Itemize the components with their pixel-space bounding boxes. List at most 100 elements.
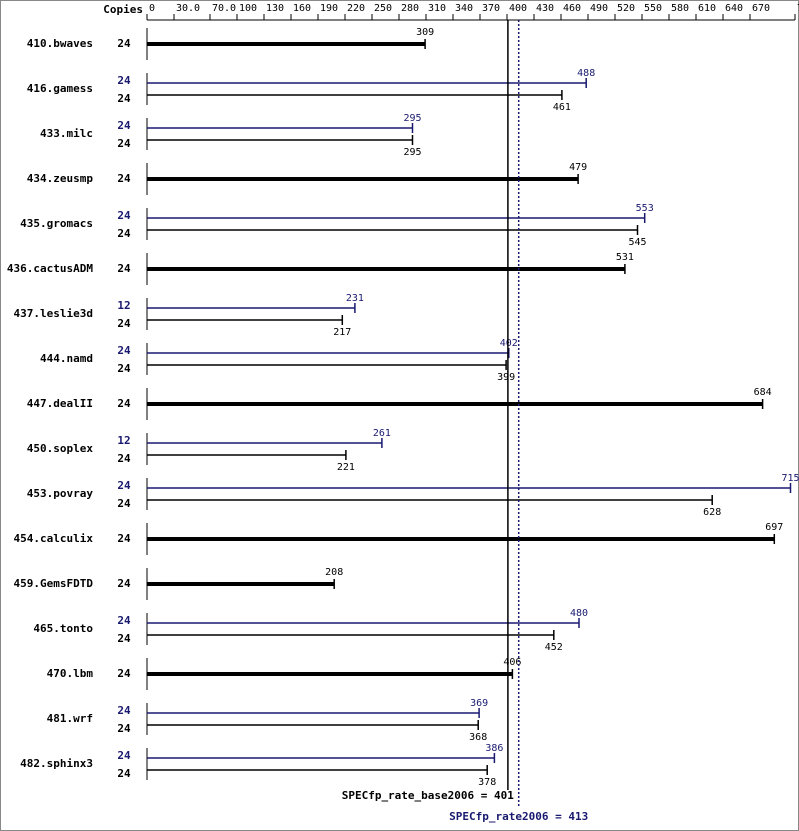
base-copies: 24 [117,497,131,510]
base-value-label: 531 [616,252,634,263]
base-copies: 24 [117,452,131,465]
benchmark-label: 436.cactusADM [7,262,93,275]
benchmark-label: 447.dealII [27,397,93,410]
base-copies: 24 [117,362,131,375]
x-tick-label: 190 [320,3,338,14]
base-value-label: 368 [469,732,487,743]
benchmark-label: 470.lbm [47,667,94,680]
benchmark-label: 465.tonto [33,622,93,635]
peak-value-label: 231 [346,293,364,304]
benchmark-label: 437.leslie3d [14,307,93,320]
peak-copies: 24 [117,614,131,627]
peak-copies: 24 [117,479,131,492]
benchmark-label: 459.GemsFDTD [14,577,94,590]
base-value-label: 628 [703,507,721,518]
base-value-label: 697 [765,522,783,533]
peak-copies: 12 [117,299,130,312]
x-tick-label: 310 [428,3,446,14]
base-copies: 24 [117,317,131,330]
peak-value-label: 295 [403,113,421,124]
peak-value-label: 553 [636,203,654,214]
base-copies: 24 [117,137,131,150]
peak-copies: 24 [117,209,131,222]
benchmark-label: 410.bwaves [27,37,93,50]
peak-copies: 24 [117,344,131,357]
peak-copies: 24 [117,749,131,762]
x-tick-label: 460 [563,3,581,14]
base-copies: 24 [117,722,131,735]
x-tick-label: 130 [266,3,284,14]
base-copies: 24 [117,92,131,105]
x-tick-label: 340 [455,3,473,14]
base-value-label: 217 [333,327,351,338]
x-tick-label: 220 [347,3,365,14]
x-tick-label: 640 [725,3,743,14]
base-copies: 24 [117,767,131,780]
base-value-label: 452 [545,642,563,653]
x-tick-label: 70.0 [212,3,236,14]
x-tick-label: 30.0 [176,3,200,14]
x-tick-label: 720 [797,3,799,14]
x-tick-label: 100 [239,3,257,14]
benchmark-label: 444.namd [40,352,93,365]
base-value-label: 208 [325,567,343,578]
benchmark-label: 434.zeusmp [27,172,94,185]
base-copies: 24 [117,37,131,50]
base-value-label: 295 [403,147,421,158]
peak-copies: 12 [117,434,130,447]
x-tick-label: 160 [293,3,311,14]
peak-value-label: 480 [570,608,588,619]
peak-value-label: 402 [500,338,518,349]
x-tick-label: 250 [374,3,392,14]
x-tick-label: 490 [590,3,608,14]
base-value-label: 406 [503,657,521,668]
base-value-label: 684 [754,387,772,398]
peak-copies: 24 [117,74,131,87]
peak-value-label: 715 [781,473,799,484]
x-tick-label: 550 [644,3,662,14]
x-tick-label: 400 [509,3,527,14]
peak-value-label: 261 [373,428,391,439]
reference-label: SPECfp_rate2006 = 413 [449,810,588,823]
base-copies: 24 [117,577,131,590]
benchmark-label: 453.povray [27,487,94,500]
benchmark-label: 450.soplex [27,442,94,455]
benchmark-label: 454.calculix [14,532,94,545]
x-tick-label: 610 [698,3,716,14]
copies-header: Copies [103,3,143,16]
base-value-label: 399 [497,372,515,383]
peak-value-label: 386 [485,743,503,754]
base-value-label: 461 [553,102,571,113]
base-value-label: 545 [628,237,646,248]
base-copies: 24 [117,632,131,645]
benchmark-label: 416.gamess [27,82,93,95]
benchmark-label: 435.gromacs [20,217,93,230]
reference-label: SPECfp_rate_base2006 = 401 [342,789,515,802]
base-copies: 24 [117,172,131,185]
peak-value-label: 488 [577,68,595,79]
x-tick-label: 0 [149,3,155,14]
peak-copies: 24 [117,119,131,132]
base-copies: 24 [117,397,131,410]
x-tick-label: 370 [482,3,500,14]
base-value-label: 221 [337,462,355,473]
base-copies: 24 [117,667,131,680]
x-tick-label: 520 [617,3,635,14]
peak-copies: 24 [117,704,131,717]
benchmark-label: 433.milc [40,127,93,140]
base-value-label: 378 [478,777,496,788]
peak-value-label: 369 [470,698,488,709]
benchmark-label: 482.sphinx3 [20,757,93,770]
base-value-label: 479 [569,162,587,173]
x-tick-label: 280 [401,3,419,14]
x-tick-label: 430 [536,3,554,14]
base-copies: 24 [117,262,131,275]
x-tick-label: 580 [671,3,689,14]
x-tick-label: 670 [752,3,770,14]
base-value-label: 309 [416,27,434,38]
base-copies: 24 [117,227,131,240]
benchmark-label: 481.wrf [47,712,93,725]
